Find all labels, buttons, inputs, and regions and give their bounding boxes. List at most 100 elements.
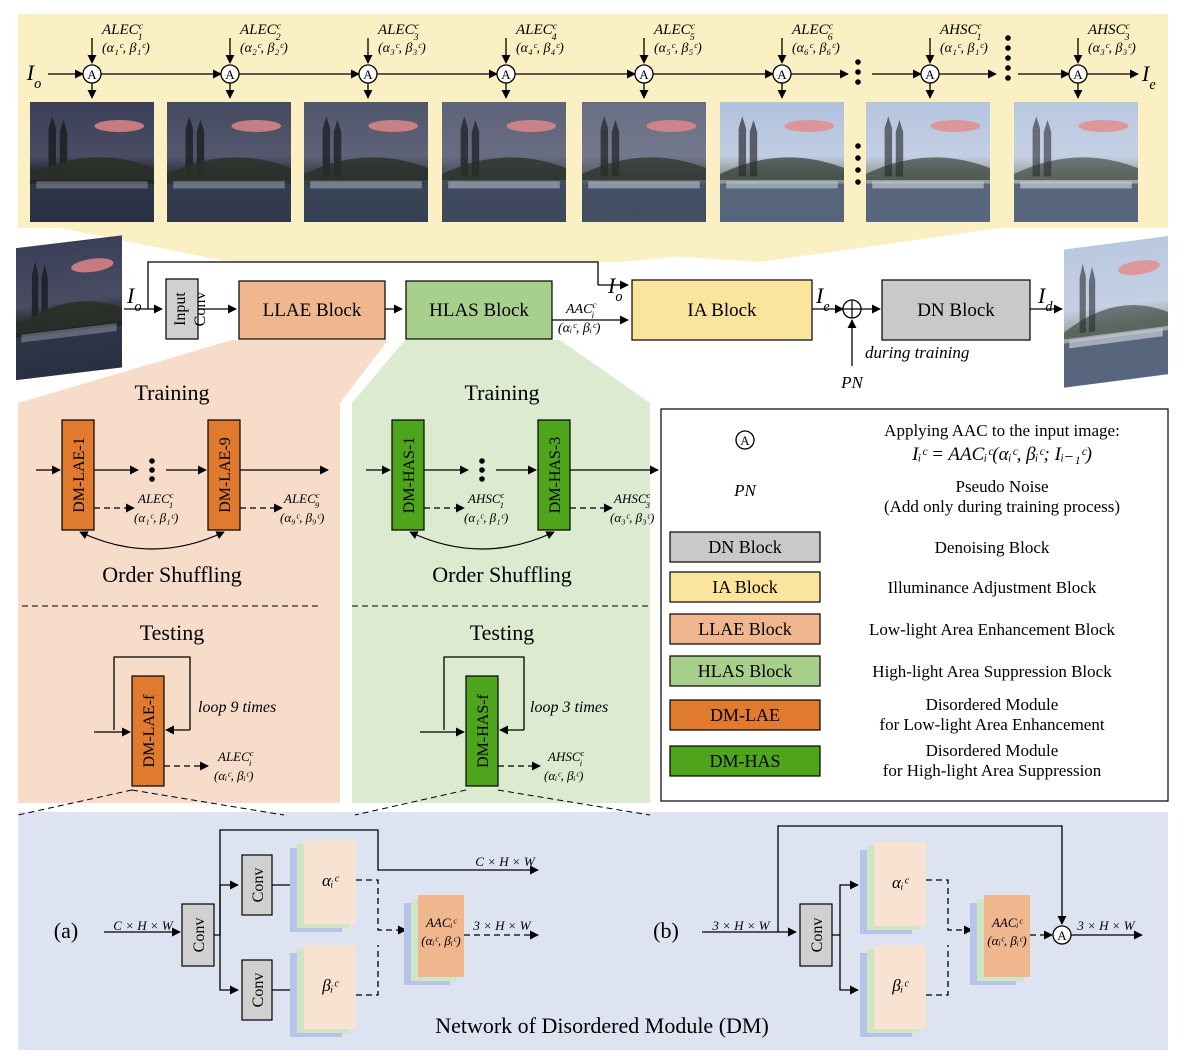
dm-network-title: Network of Disordered Module (DM)	[435, 1013, 769, 1038]
during-training-label: during training	[865, 343, 969, 362]
legend-desc1-4: Disordered Module	[926, 695, 1059, 714]
hlas-loop-label: loop 3 times	[530, 699, 608, 716]
top-photo-1	[167, 102, 291, 222]
top-output-label: Ie	[1141, 61, 1156, 93]
legend-desc2-4: for Low-light Area Enhancement	[879, 715, 1104, 734]
ellipsis-dot	[855, 179, 861, 185]
legend-swatch-4	[669, 699, 821, 731]
input-conv-box	[165, 278, 199, 340]
legend-pn-desc1: Pseudo Noise	[955, 477, 1048, 496]
dn-block	[881, 279, 1031, 341]
ellipsis-dot	[855, 167, 861, 173]
stage-aac-node-7-letter: A	[1073, 67, 1083, 82]
ellipsis-dot	[149, 467, 155, 473]
ellipsis-dot	[1005, 45, 1011, 51]
pipeline-io-label: Io	[607, 273, 622, 305]
stage-aac-node-2-letter: A	[363, 67, 373, 82]
ellipsis-dot	[1005, 75, 1011, 81]
legend-swatch-label-0: DN Block	[708, 537, 782, 557]
b-conv-label: Conv	[809, 918, 826, 953]
legend-swatch-label-2: LLAE Block	[698, 619, 791, 639]
ellipsis-dot	[855, 79, 861, 85]
hlas-dm-f	[465, 675, 499, 787]
llae-outf-params: (αᵢᶜ, βᵢᶜ)	[214, 768, 253, 783]
hlas-outf-params: (αᵢᶜ, βᵢᶜ)	[544, 768, 583, 783]
b-to-alpha	[832, 880, 859, 936]
legend-swatch-1	[669, 571, 821, 603]
legend-swatch-label-1: IA Block	[712, 577, 778, 597]
connector-right-b	[497, 789, 651, 816]
hlas-dm-f-label: DM-HAS-f	[475, 693, 492, 767]
legend-desc1-0: Denoising Block	[935, 538, 1050, 557]
b-conv	[799, 903, 833, 967]
llae-outlast-label: ALECc 9	[283, 490, 320, 510]
legend-pn: PN	[733, 481, 757, 500]
llae-training-title: Training	[135, 380, 210, 405]
llae-dm-f	[131, 675, 165, 787]
stage-label-0: ALECc 1	[101, 21, 144, 43]
ellipsis-dot	[479, 476, 485, 482]
llae-dm-first-label: DM-LAE-1	[71, 437, 88, 513]
legend-aac-formula: Iᵢᶜ = AACᵢᶜ(αᵢᶜ, βᵢᶜ; Iᵢ₋₁ᶜ)	[911, 444, 1092, 465]
ellipsis-dot	[855, 155, 861, 161]
b-out-label: 3 × H × W	[1076, 918, 1135, 933]
hlas-block	[405, 280, 553, 340]
stage-label-2: ALECc 3	[377, 21, 420, 43]
hlas-dm-last-label: DM-HAS-3	[547, 437, 564, 513]
ellipsis-dot	[1005, 35, 1011, 41]
stage-label-6: AHSCc 1	[939, 21, 983, 43]
hlas-out1-params: (α₁ᶜ, β₁ᶜ)	[464, 510, 508, 525]
legend-swatch-label-4: DM-LAE	[710, 705, 780, 725]
legend-desc2-5: for High-light Area Suppression	[883, 761, 1102, 780]
top-photo-7	[1014, 102, 1138, 222]
hlas-outf-label: AHSCc i	[547, 748, 585, 768]
input-conv-line1: Input	[172, 292, 189, 326]
ellipsis-dot	[1005, 65, 1011, 71]
legend-desc1-5: Disordered Module	[926, 741, 1059, 760]
a-beta-dash	[356, 945, 379, 996]
llae-loop-label: loop 9 times	[198, 699, 276, 716]
legend-desc1-1: Illuminance Adjustment Block	[888, 578, 1097, 597]
top-photo-3	[442, 102, 566, 222]
a-alpha-stack-front	[304, 840, 356, 924]
top-photo-6	[866, 102, 990, 222]
b-aac1: AACᵢᶜ	[991, 915, 1024, 930]
stage-params-1: (α₂ᶜ, β₂ᶜ)	[240, 41, 288, 56]
llae-dm-first	[61, 419, 95, 531]
b-skip	[777, 825, 1067, 932]
a-in-label: C × H × W	[113, 918, 174, 933]
legend-frame	[660, 408, 1169, 802]
hlas-dm-first	[391, 419, 425, 531]
b-to-beta	[839, 935, 859, 995]
llae-block	[238, 280, 386, 340]
b-aac-stack-front	[984, 895, 1030, 977]
a-conv1-label: Conv	[250, 868, 267, 903]
llae-testing-title: Testing	[140, 620, 204, 645]
ellipsis-dot	[1005, 55, 1011, 61]
a-beta: βᵢᶜ	[321, 976, 339, 995]
dn-block-label: DN Block	[917, 300, 995, 321]
pipeline-aac-label: AACc i	[565, 300, 597, 320]
ellipsis-dot	[855, 143, 861, 149]
llae-dm-last	[207, 419, 241, 531]
top-photo-2	[304, 102, 428, 222]
stage-aac-node-3-letter: A	[501, 67, 511, 82]
legend: A Applying AAC to the input image: Iᵢᶜ = A…	[660, 408, 1169, 802]
a-skip	[214, 829, 539, 936]
a-conv-main-label: Conv	[191, 918, 208, 953]
hlas-panel	[352, 340, 650, 803]
stage-params-2: (α₃ᶜ, β₃ᶜ)	[378, 41, 426, 56]
legend-swatch-label-5: DM-HAS	[709, 751, 780, 771]
b-alpha: αᵢᶜ	[892, 873, 910, 892]
pipeline-aac-params: (αᵢᶜ, βᵢᶜ)	[558, 321, 601, 336]
b-alpha-dash	[926, 879, 973, 935]
stage-params-3: (α₄ᶜ, β₄ᶜ)	[516, 41, 564, 56]
stage-label-7: AHSCc 3	[1087, 21, 1131, 43]
llae-dm-last-label: DM-LAE-9	[217, 437, 234, 513]
llae-order-shuffling: Order Shuffling	[102, 562, 242, 587]
top-band-fan	[60, 228, 1000, 262]
hlas-training-title: Training	[465, 380, 540, 405]
stage-params-7: (α₃ᶜ, β₃ᶜ)	[1088, 41, 1136, 56]
